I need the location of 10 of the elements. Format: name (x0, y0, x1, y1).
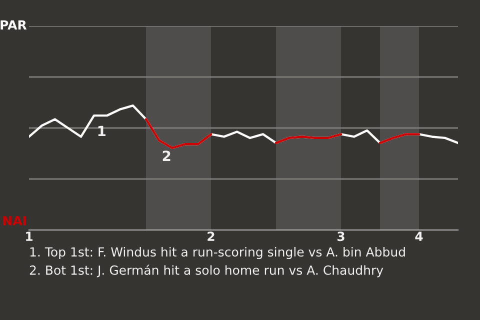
text: 1. Top 1st: F. Windus hit a run-scoring single vs A. bin Abbud (30, 246, 405, 260)
text: PAR (0, 20, 27, 30)
x-tick-label: 4 (415, 232, 423, 241)
annotation: 2 (162, 150, 170, 161)
annotation: 1 (98, 126, 106, 136)
text: 2. Bot 1st: J. Germán hit a solo home run vs A. Chaudhry (30, 264, 384, 278)
text: NAI (3, 216, 26, 226)
x-tick-label: 3 (337, 232, 344, 242)
x-tick-label: 1 (26, 232, 32, 241)
x-tick-label: 2 (208, 232, 214, 241)
